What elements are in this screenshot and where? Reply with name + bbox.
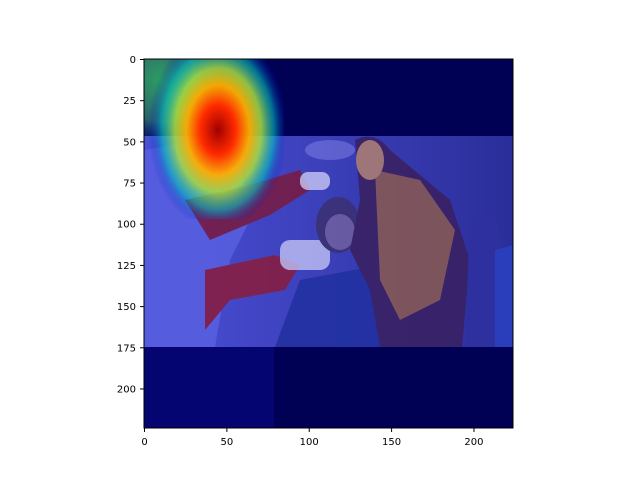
- y-tick-label: 150: [117, 302, 136, 313]
- plot-frame: [143, 58, 514, 429]
- x-axis: 0 50 100 150 200: [141, 428, 484, 448]
- y-tick-label: 100: [117, 220, 136, 231]
- y-axis: 0 25 50 75 100 125 150 175 200: [117, 55, 144, 395]
- x-tick-label: 150: [382, 437, 401, 448]
- x-tick-label: 200: [464, 437, 483, 448]
- y-tick-label: 75: [123, 179, 136, 190]
- x-tick-label: 100: [300, 437, 319, 448]
- y-tick-label: 0: [130, 55, 136, 66]
- y-tick-label: 125: [117, 261, 136, 272]
- y-tick-label: 200: [117, 384, 136, 395]
- y-tick-label: 50: [123, 137, 136, 148]
- x-tick-label: 0: [141, 437, 147, 448]
- heatmap-image: [144, 59, 513, 428]
- y-tick-label: 25: [123, 96, 136, 107]
- y-tick-label: 175: [117, 343, 136, 354]
- x-tick-label: 50: [220, 437, 233, 448]
